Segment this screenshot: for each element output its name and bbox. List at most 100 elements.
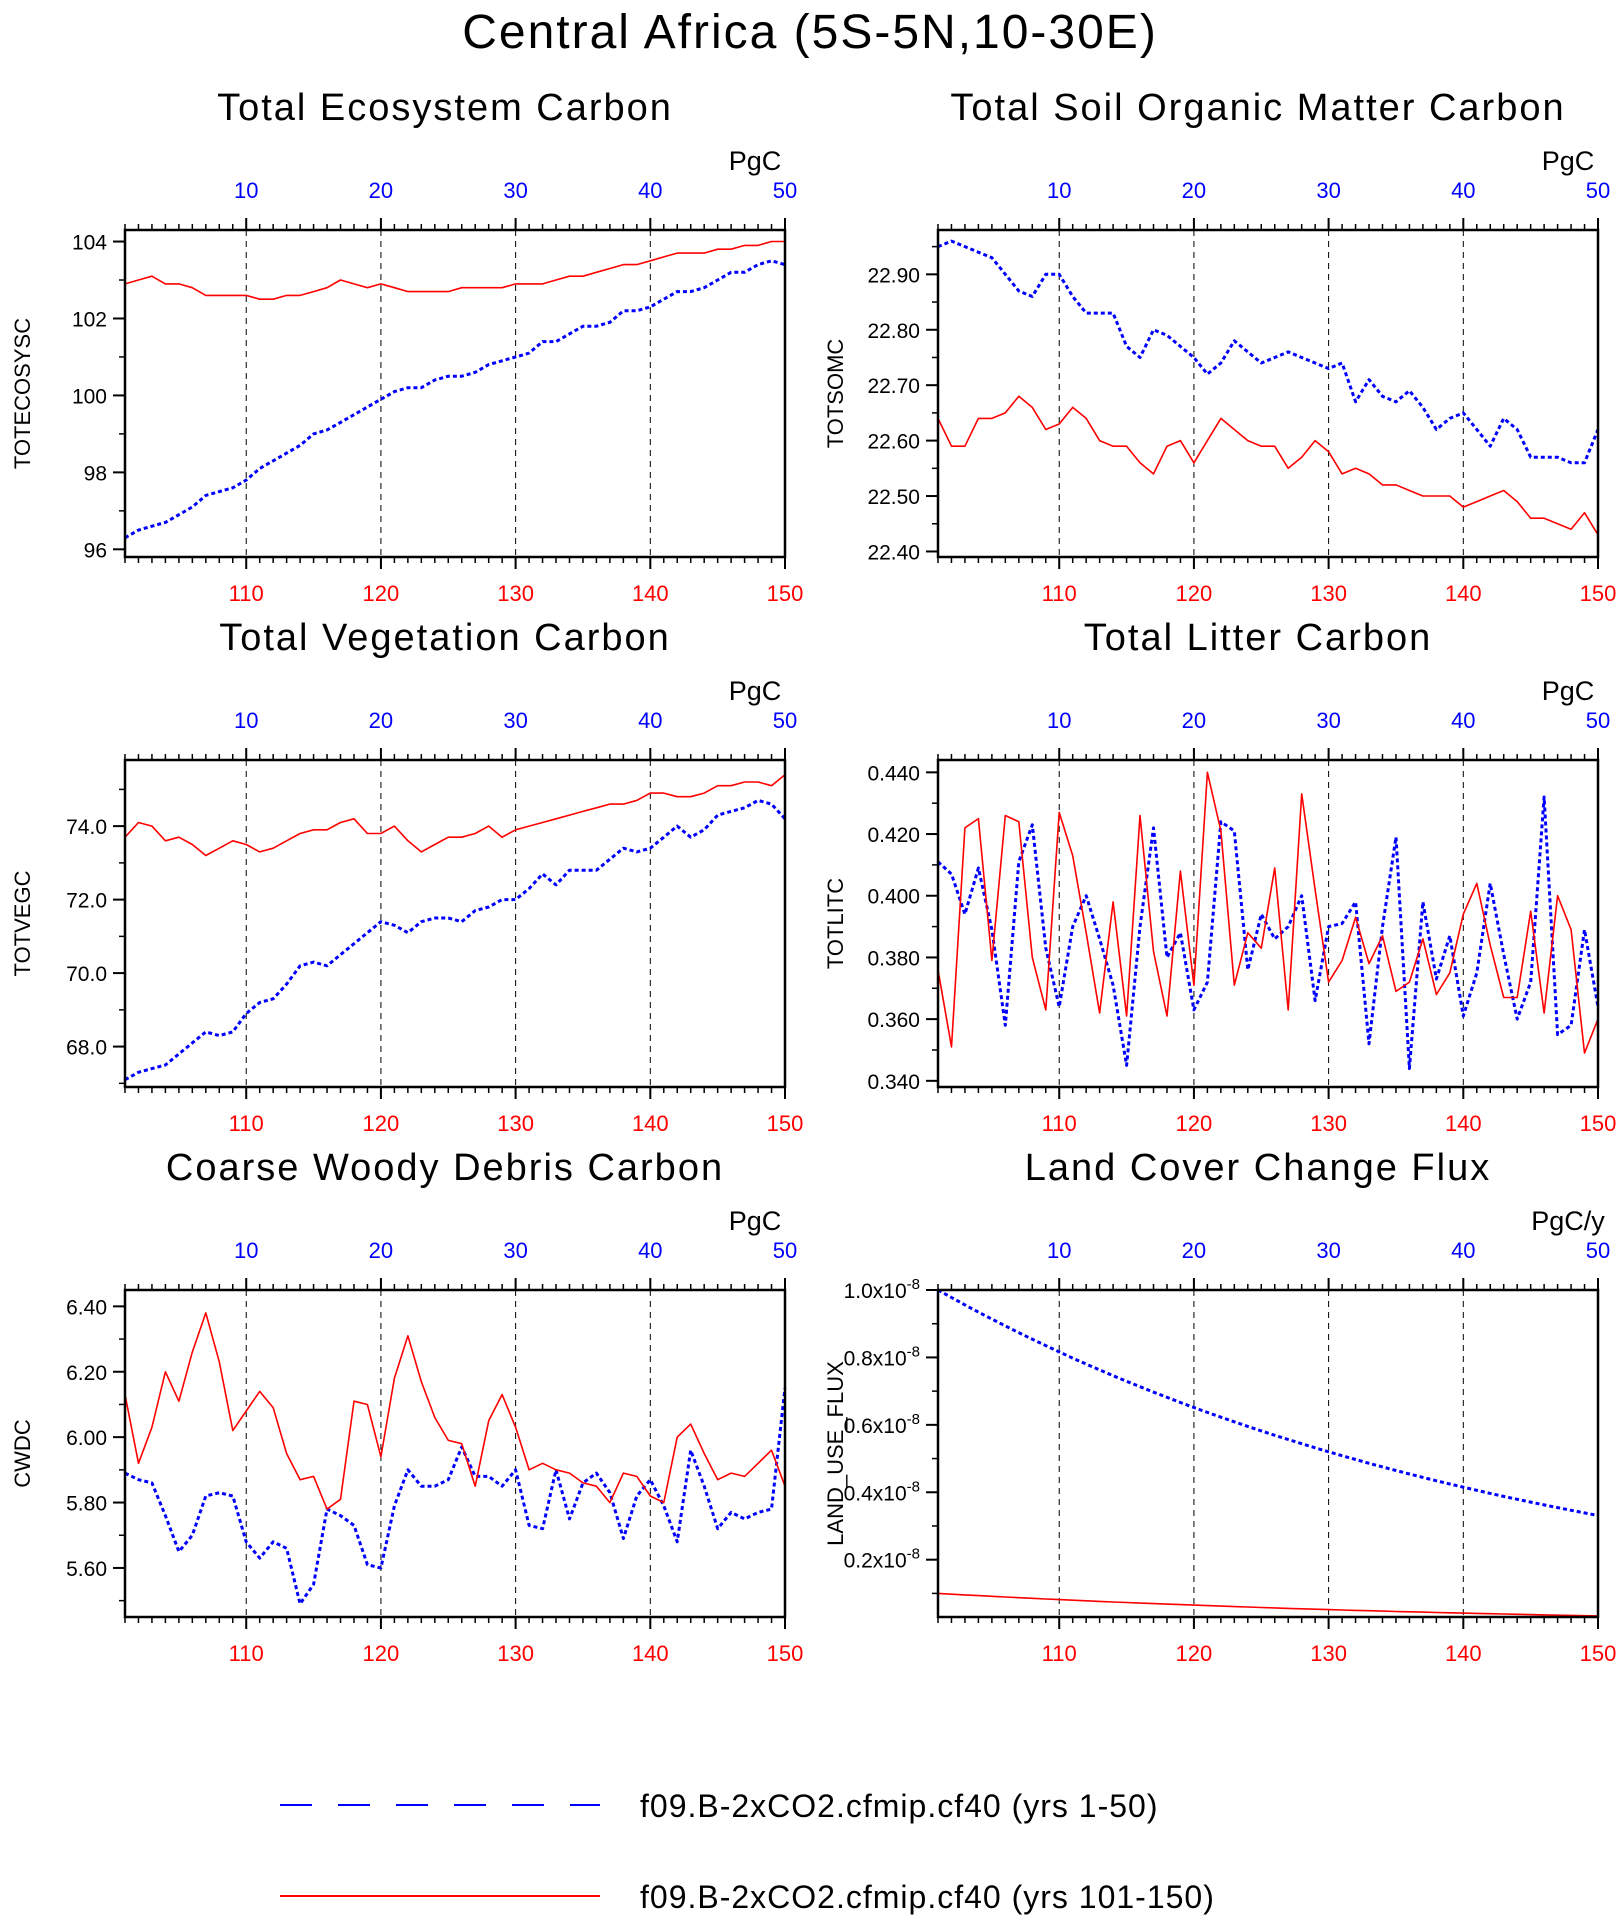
- plot-frame: [936, 758, 1600, 1089]
- y-tick-label: 72.0: [66, 890, 107, 913]
- y-tick-label: 104: [72, 232, 107, 255]
- chart-panel-4: Total Litter Carbon PgC 10 20 30 40 50 110 120 13…: [823, 617, 1616, 1136]
- x-tick-label-bottom: 110: [1042, 1641, 1077, 1666]
- y-tick-label: 0.340: [867, 1071, 920, 1094]
- plot-frame: [123, 758, 787, 1089]
- chart-panel-1: Total Ecosystem Carbon PgC 10 20 30 40 50 110 12…: [10, 87, 803, 606]
- x-tick-label-bottom: 120: [363, 581, 400, 606]
- x-tick-label-top: 10: [1047, 178, 1071, 203]
- x-tick-label-top: 30: [503, 708, 527, 733]
- x-tick-label-bottom: 120: [363, 1111, 400, 1136]
- unit-label: PgC: [1542, 676, 1595, 706]
- y-tick-label: 102: [72, 308, 107, 331]
- x-tick-label-top: 50: [1586, 178, 1610, 203]
- plot-frame: [123, 1288, 787, 1619]
- x-tick-label-top: 10: [234, 178, 258, 203]
- main-title: Central Africa (5S-5N,10-30E): [462, 6, 1158, 59]
- x-tick-label-top: 40: [638, 1238, 662, 1263]
- y-tick-label: 22.60: [867, 431, 920, 454]
- x-tick-label-bottom: 130: [1310, 581, 1347, 606]
- x-tick-label-bottom: 150: [1580, 1641, 1617, 1666]
- x-tick-label-bottom: 120: [363, 1641, 400, 1666]
- x-tick-label-bottom: 110: [229, 581, 264, 606]
- y-tick-label: 6.40: [66, 1296, 107, 1319]
- unit-label: PgC/y: [1531, 1206, 1605, 1236]
- y-tick-label: 1.0x10-8: [844, 1276, 920, 1303]
- x-tick-label-bottom: 110: [229, 1111, 264, 1136]
- y-tick-label: 5.60: [66, 1558, 107, 1581]
- x-tick-label-top: 50: [773, 1238, 797, 1263]
- x-tick-label-bottom: 150: [1580, 1111, 1617, 1136]
- x-tick-label-bottom: 110: [1042, 1111, 1077, 1136]
- x-tick-label-top: 50: [773, 178, 797, 203]
- x-tick-label-top: 40: [1451, 178, 1475, 203]
- legend-label-series1: f09.B-2xCO2.cfmip.cf40 (yrs 1-50): [640, 1788, 1158, 1824]
- x-tick-label-top: 30: [1316, 178, 1340, 203]
- x-tick-label-top: 20: [1182, 1238, 1206, 1263]
- x-tick-label-bottom: 130: [497, 581, 534, 606]
- series-line-yrs-101-150: [124, 240, 785, 301]
- x-tick-label-top: 40: [638, 178, 662, 203]
- series-line-yrs-101-150: [124, 1312, 786, 1510]
- panel-title: Total Vegetation Carbon: [219, 617, 671, 659]
- y-tick-label: 0.2x10-8: [844, 1546, 920, 1573]
- unit-label: PgC: [729, 676, 782, 706]
- y-tick-label: 6.20: [66, 1362, 107, 1385]
- x-tick-label-bottom: 150: [767, 581, 804, 606]
- chart-panel-6: Land Cover Change Flux PgC/y 10 20 30 40 50 110…: [823, 1147, 1616, 1666]
- y-axis-label: TOTVEGC: [10, 870, 35, 976]
- y-tick-label: 22.50: [867, 486, 920, 509]
- unit-label: PgC: [729, 1206, 782, 1236]
- x-tick-label-bottom: 140: [632, 581, 669, 606]
- series-line-yrs-101-150: [124, 774, 786, 857]
- y-axis-label: LAND_USE_FLUX: [823, 1361, 848, 1546]
- y-axis-label: TOTLITC: [823, 878, 848, 969]
- plot-frame: [936, 1288, 1600, 1619]
- y-tick-label: 0.6x10-8: [844, 1411, 920, 1438]
- panel-title: Total Ecosystem Carbon: [217, 87, 673, 129]
- plot-frame: [123, 228, 787, 559]
- y-tick-label: 68.0: [66, 1037, 107, 1060]
- y-tick-label: 6.00: [66, 1427, 107, 1450]
- x-tick-label-bottom: 120: [1176, 1111, 1213, 1136]
- series-line-yrs-1-50: [937, 239, 1600, 465]
- x-tick-label-bottom: 140: [632, 1111, 669, 1136]
- y-tick-label: 0.400: [867, 886, 920, 909]
- x-tick-label-top: 10: [234, 708, 258, 733]
- x-tick-label-bottom: 150: [767, 1111, 804, 1136]
- series-line-yrs-101-150: [937, 395, 1599, 536]
- x-tick-label-bottom: 130: [1310, 1641, 1347, 1666]
- x-tick-label-top: 40: [1451, 1238, 1475, 1263]
- series-line-yrs-1-50: [124, 798, 787, 1082]
- x-tick-label-bottom: 130: [497, 1111, 534, 1136]
- unit-label: PgC: [1542, 146, 1595, 176]
- x-tick-label-bottom: 140: [1445, 581, 1482, 606]
- x-tick-label-top: 50: [1586, 708, 1610, 733]
- x-tick-label-top: 30: [1316, 1238, 1340, 1263]
- chart-panel-2: Total Soil Organic Matter Carbon PgC 10 20 3…: [823, 87, 1616, 606]
- x-tick-label-top: 10: [1047, 708, 1071, 733]
- y-tick-label: 22.70: [867, 375, 920, 398]
- series-line-yrs-1-50: [937, 1288, 1599, 1517]
- x-tick-label-top: 10: [1047, 1238, 1071, 1263]
- chart-panel-3: Total Vegetation Carbon PgC 10 20 30 40 50 110 1…: [10, 617, 803, 1136]
- x-tick-label-bottom: 140: [1445, 1641, 1482, 1666]
- panel-title: Total Litter Carbon: [1084, 617, 1433, 659]
- y-tick-label: 70.0: [66, 963, 107, 986]
- x-tick-label-top: 30: [1316, 708, 1340, 733]
- series-line-yrs-101-150: [937, 771, 1599, 1054]
- panel-title: Total Soil Organic Matter Carbon: [950, 87, 1565, 129]
- panel-title: Land Cover Change Flux: [1025, 1147, 1491, 1189]
- x-tick-label-top: 20: [1182, 708, 1206, 733]
- y-tick-label: 100: [72, 385, 107, 408]
- legend: f09.B-2xCO2.cfmip.cf40 (yrs 1-50) f09.B-…: [280, 1788, 1214, 1915]
- x-tick-label-bottom: 130: [1310, 1111, 1347, 1136]
- y-tick-label: 22.40: [867, 541, 920, 564]
- plot-frame: [936, 228, 1600, 559]
- y-tick-label: 22.90: [867, 264, 920, 287]
- panel-title: Coarse Woody Debris Carbon: [166, 1147, 724, 1189]
- series-line-yrs-101-150: [937, 1592, 1599, 1617]
- x-tick-label-top: 50: [1586, 1238, 1610, 1263]
- x-tick-label-bottom: 110: [229, 1641, 264, 1666]
